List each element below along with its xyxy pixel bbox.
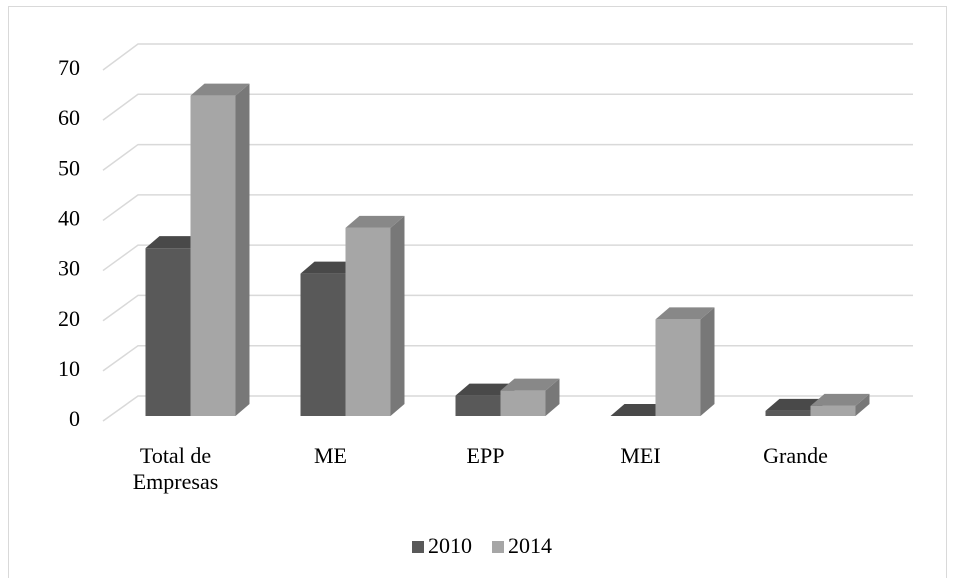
bar-front [655, 319, 701, 416]
bar-top [300, 261, 360, 274]
grid-line [102, 194, 913, 222]
x-tick-label: MEI [620, 443, 661, 468]
x-tick-label: EPP [466, 443, 505, 468]
x-tick-label: ME [314, 443, 347, 468]
bar-top [190, 83, 250, 96]
y-tick-label: 70 [58, 55, 80, 80]
bar-side [855, 393, 870, 416]
bar-top [345, 215, 405, 228]
bar-top [610, 404, 670, 416]
bar-front [345, 227, 391, 416]
bar-front [190, 95, 236, 416]
x-tick-label: Grande [763, 443, 828, 468]
bar-top [145, 236, 205, 249]
y-tick-label: 10 [58, 356, 80, 381]
grid-line [102, 43, 913, 71]
grid-line [102, 244, 913, 272]
bar-front [500, 390, 546, 416]
bar-top [655, 307, 715, 320]
y-tick-label: 30 [58, 256, 80, 281]
legend-label: 2010 [428, 533, 472, 558]
bar-top [765, 398, 825, 411]
bar-side [700, 307, 715, 416]
bar-side [235, 83, 250, 416]
bar [810, 393, 870, 416]
y-tick-label: 50 [58, 155, 80, 180]
y-tick-label: 40 [58, 205, 80, 230]
bar [190, 83, 250, 416]
grid-line [102, 344, 913, 372]
bar [500, 378, 560, 416]
grid-line [102, 395, 913, 422]
y-tick-label: 0 [69, 406, 80, 431]
y-tick-label: 60 [58, 105, 80, 130]
bar-front [455, 395, 501, 416]
legend-label: 2014 [508, 533, 552, 558]
bar-side [390, 215, 405, 416]
grid-line [102, 143, 913, 171]
y-tick-label: 20 [58, 306, 80, 331]
bar-front [145, 248, 191, 416]
x-tick-label: Total de Empresas [132, 443, 219, 494]
bar-top [500, 378, 560, 391]
bar-top [810, 393, 870, 406]
bar-top [455, 383, 515, 396]
bar-side [545, 378, 560, 416]
bar [610, 404, 670, 416]
bar [655, 307, 715, 416]
bar [345, 215, 405, 416]
grid-line [102, 294, 913, 322]
bar-front [810, 405, 856, 416]
grid-line [102, 93, 913, 121]
bar-front [300, 273, 346, 416]
bar-front [765, 410, 811, 416]
legend-swatch [412, 541, 424, 553]
legend-swatch [492, 541, 504, 553]
